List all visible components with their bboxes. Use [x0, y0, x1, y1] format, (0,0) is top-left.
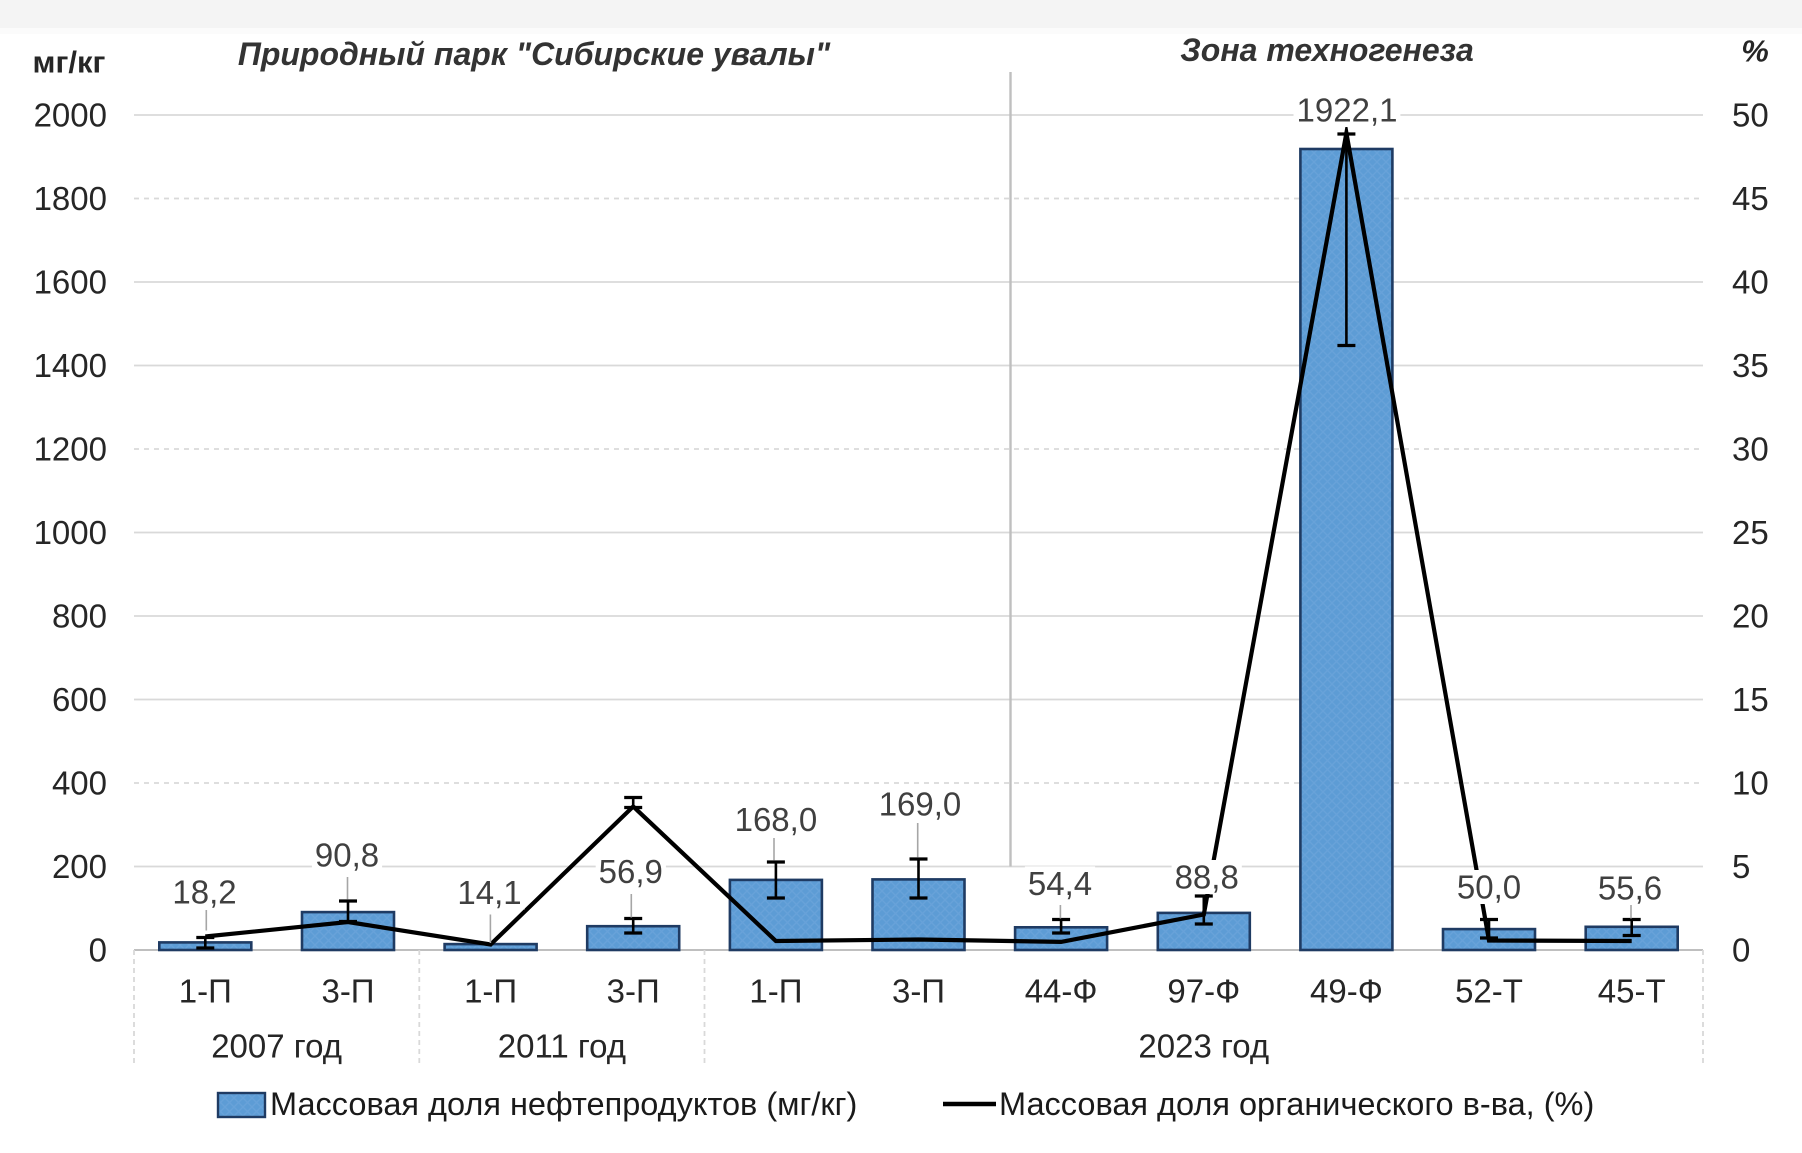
svg-text:45-Т: 45-Т — [1598, 973, 1666, 1010]
svg-text:52-Т: 52-Т — [1455, 973, 1523, 1010]
svg-text:40: 40 — [1732, 264, 1769, 301]
svg-text:2023 год: 2023 год — [1138, 1028, 1269, 1065]
svg-text:169,0: 169,0 — [879, 785, 962, 822]
svg-text:%: % — [1741, 34, 1769, 69]
svg-text:Массовая доля органического в-: Массовая доля органического в-ва, (%) — [999, 1086, 1594, 1122]
svg-text:50: 50 — [1732, 97, 1769, 134]
svg-text:400: 400 — [52, 765, 107, 802]
svg-text:800: 800 — [52, 598, 107, 635]
svg-text:Зона техногенеза: Зона техногенеза — [1180, 32, 1474, 68]
svg-text:2011 год: 2011 год — [498, 1028, 626, 1065]
svg-text:1200: 1200 — [34, 431, 107, 468]
svg-text:3-П: 3-П — [321, 973, 374, 1010]
svg-text:мг/кг: мг/кг — [33, 45, 106, 80]
svg-text:1-П: 1-П — [179, 973, 232, 1010]
svg-text:1-П: 1-П — [464, 973, 517, 1010]
svg-text:18,2: 18,2 — [172, 874, 236, 911]
svg-text:2007 год: 2007 год — [211, 1028, 342, 1065]
svg-text:3-П: 3-П — [892, 973, 945, 1010]
svg-text:Массовая доля нефтепродуктов (: Массовая доля нефтепродуктов (мг/кг) — [270, 1086, 857, 1122]
svg-text:88,8: 88,8 — [1175, 859, 1239, 896]
svg-text:50,0: 50,0 — [1457, 869, 1521, 906]
svg-text:15: 15 — [1732, 681, 1769, 718]
svg-text:1800: 1800 — [34, 180, 107, 217]
svg-text:55,6: 55,6 — [1598, 870, 1662, 907]
svg-text:49-Ф: 49-Ф — [1310, 973, 1383, 1010]
svg-text:1000: 1000 — [34, 514, 107, 551]
svg-text:5: 5 — [1732, 848, 1750, 885]
svg-text:56,9: 56,9 — [599, 853, 663, 890]
svg-text:Природный парк "Сибирские увал: Природный парк "Сибирские увалы" — [238, 36, 831, 72]
svg-text:90,8: 90,8 — [315, 837, 379, 874]
svg-text:600: 600 — [52, 681, 107, 718]
svg-text:45: 45 — [1732, 180, 1769, 217]
svg-text:20: 20 — [1732, 598, 1769, 635]
svg-text:168,0: 168,0 — [735, 801, 818, 838]
svg-text:25: 25 — [1732, 514, 1769, 551]
svg-text:97-Ф: 97-Ф — [1167, 973, 1240, 1010]
svg-text:30: 30 — [1732, 431, 1769, 468]
svg-text:0: 0 — [1732, 932, 1750, 969]
svg-text:3-П: 3-П — [607, 973, 660, 1010]
svg-text:14,1: 14,1 — [457, 874, 521, 911]
svg-text:35: 35 — [1732, 347, 1769, 384]
svg-text:1-П: 1-П — [749, 973, 802, 1010]
svg-text:54,4: 54,4 — [1028, 865, 1092, 902]
svg-text:200: 200 — [52, 848, 107, 885]
svg-text:2000: 2000 — [34, 97, 107, 134]
svg-text:1600: 1600 — [34, 264, 107, 301]
svg-text:10: 10 — [1732, 765, 1769, 802]
svg-text:1922,1: 1922,1 — [1297, 92, 1398, 129]
svg-text:44-Ф: 44-Ф — [1025, 973, 1098, 1010]
svg-text:1400: 1400 — [34, 347, 107, 384]
svg-text:0: 0 — [89, 932, 107, 969]
